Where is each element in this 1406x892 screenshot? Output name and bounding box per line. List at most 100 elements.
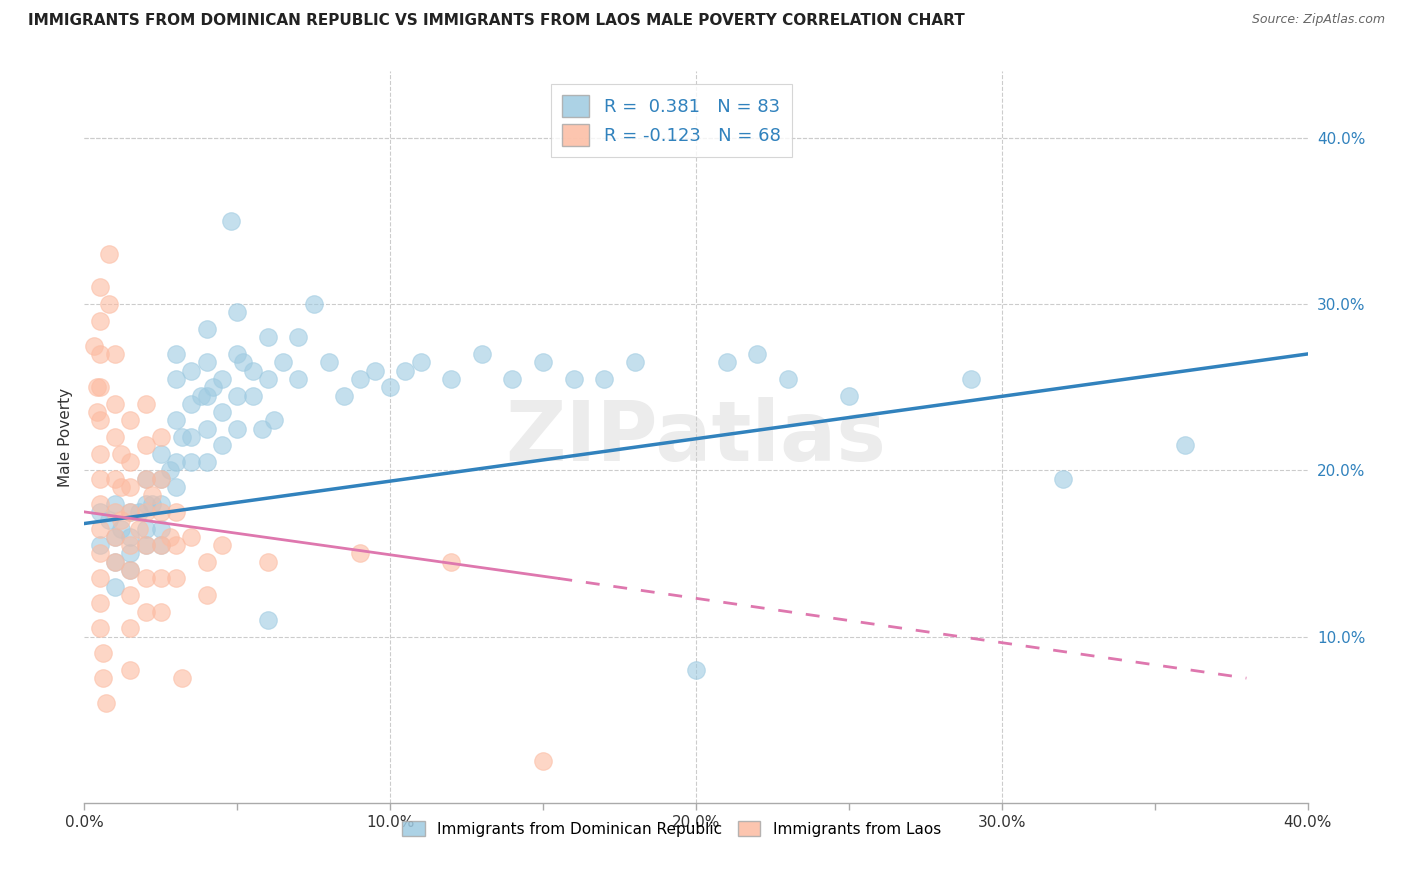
Point [89,546,111,560]
Point [104,347,127,361]
Point [226,305,249,319]
Point [165,347,187,361]
Point [120,563,142,577]
Point [97,247,120,261]
Point [242,388,264,402]
Point [120,663,142,677]
Point [120,621,142,635]
Point [180,530,202,544]
Point [120,588,142,602]
Point [165,372,187,386]
Point [149,430,172,444]
Point [180,455,202,469]
Point [110,447,132,461]
Point [89,380,111,394]
Point [747,347,769,361]
Point [94,696,117,710]
Point [271,355,294,369]
Point [149,447,172,461]
Point [195,322,218,336]
Point [104,505,127,519]
Point [242,363,264,377]
Point [180,397,202,411]
Point [135,538,157,552]
Point [624,355,647,369]
Point [562,372,585,386]
Point [440,555,463,569]
Point [159,463,181,477]
Point [471,347,494,361]
Point [149,521,172,535]
Point [120,538,142,552]
Point [149,605,172,619]
Point [104,497,127,511]
Point [195,388,218,402]
Point [380,380,402,394]
Y-axis label: Male Poverty: Male Poverty [58,387,73,487]
Point [89,314,111,328]
Point [226,388,249,402]
Point [86,405,108,419]
Point [149,472,172,486]
Point [149,505,172,519]
Point [409,355,432,369]
Point [104,580,127,594]
Point [593,372,616,386]
Point [120,530,142,544]
Point [195,555,218,569]
Point [226,422,249,436]
Point [86,380,108,394]
Point [172,671,194,685]
Point [104,555,127,569]
Point [89,497,111,511]
Point [172,430,194,444]
Point [180,430,202,444]
Point [120,480,142,494]
Point [104,430,127,444]
Point [135,497,157,511]
Point [195,355,218,369]
Point [195,588,218,602]
Point [128,521,150,535]
Point [91,646,114,660]
Point [257,330,280,344]
Point [211,405,233,419]
Point [97,513,120,527]
Point [89,472,111,486]
Point [190,388,212,402]
Point [135,571,157,585]
Point [165,413,187,427]
Point [135,521,157,535]
Point [89,538,111,552]
Point [89,571,111,585]
Point [302,297,325,311]
Point [349,372,371,386]
Point [685,663,707,677]
Point [141,497,163,511]
Legend: Immigrants from Dominican Republic, Immigrants from Laos: Immigrants from Dominican Republic, Immi… [396,814,948,843]
Text: Source: ZipAtlas.com: Source: ZipAtlas.com [1251,13,1385,27]
Point [1174,438,1197,452]
Point [211,538,233,552]
Point [89,447,111,461]
Point [110,480,132,494]
Point [226,347,249,361]
Point [149,538,172,552]
Point [128,505,150,519]
Point [318,355,340,369]
Point [165,505,187,519]
Point [165,571,187,585]
Point [104,472,127,486]
Point [89,596,111,610]
Point [232,355,254,369]
Point [89,621,111,635]
Point [149,472,172,486]
Point [195,455,218,469]
Point [89,347,111,361]
Point [394,363,416,377]
Point [89,280,111,294]
Point [502,372,524,386]
Point [201,380,224,394]
Point [135,505,157,519]
Point [97,297,120,311]
